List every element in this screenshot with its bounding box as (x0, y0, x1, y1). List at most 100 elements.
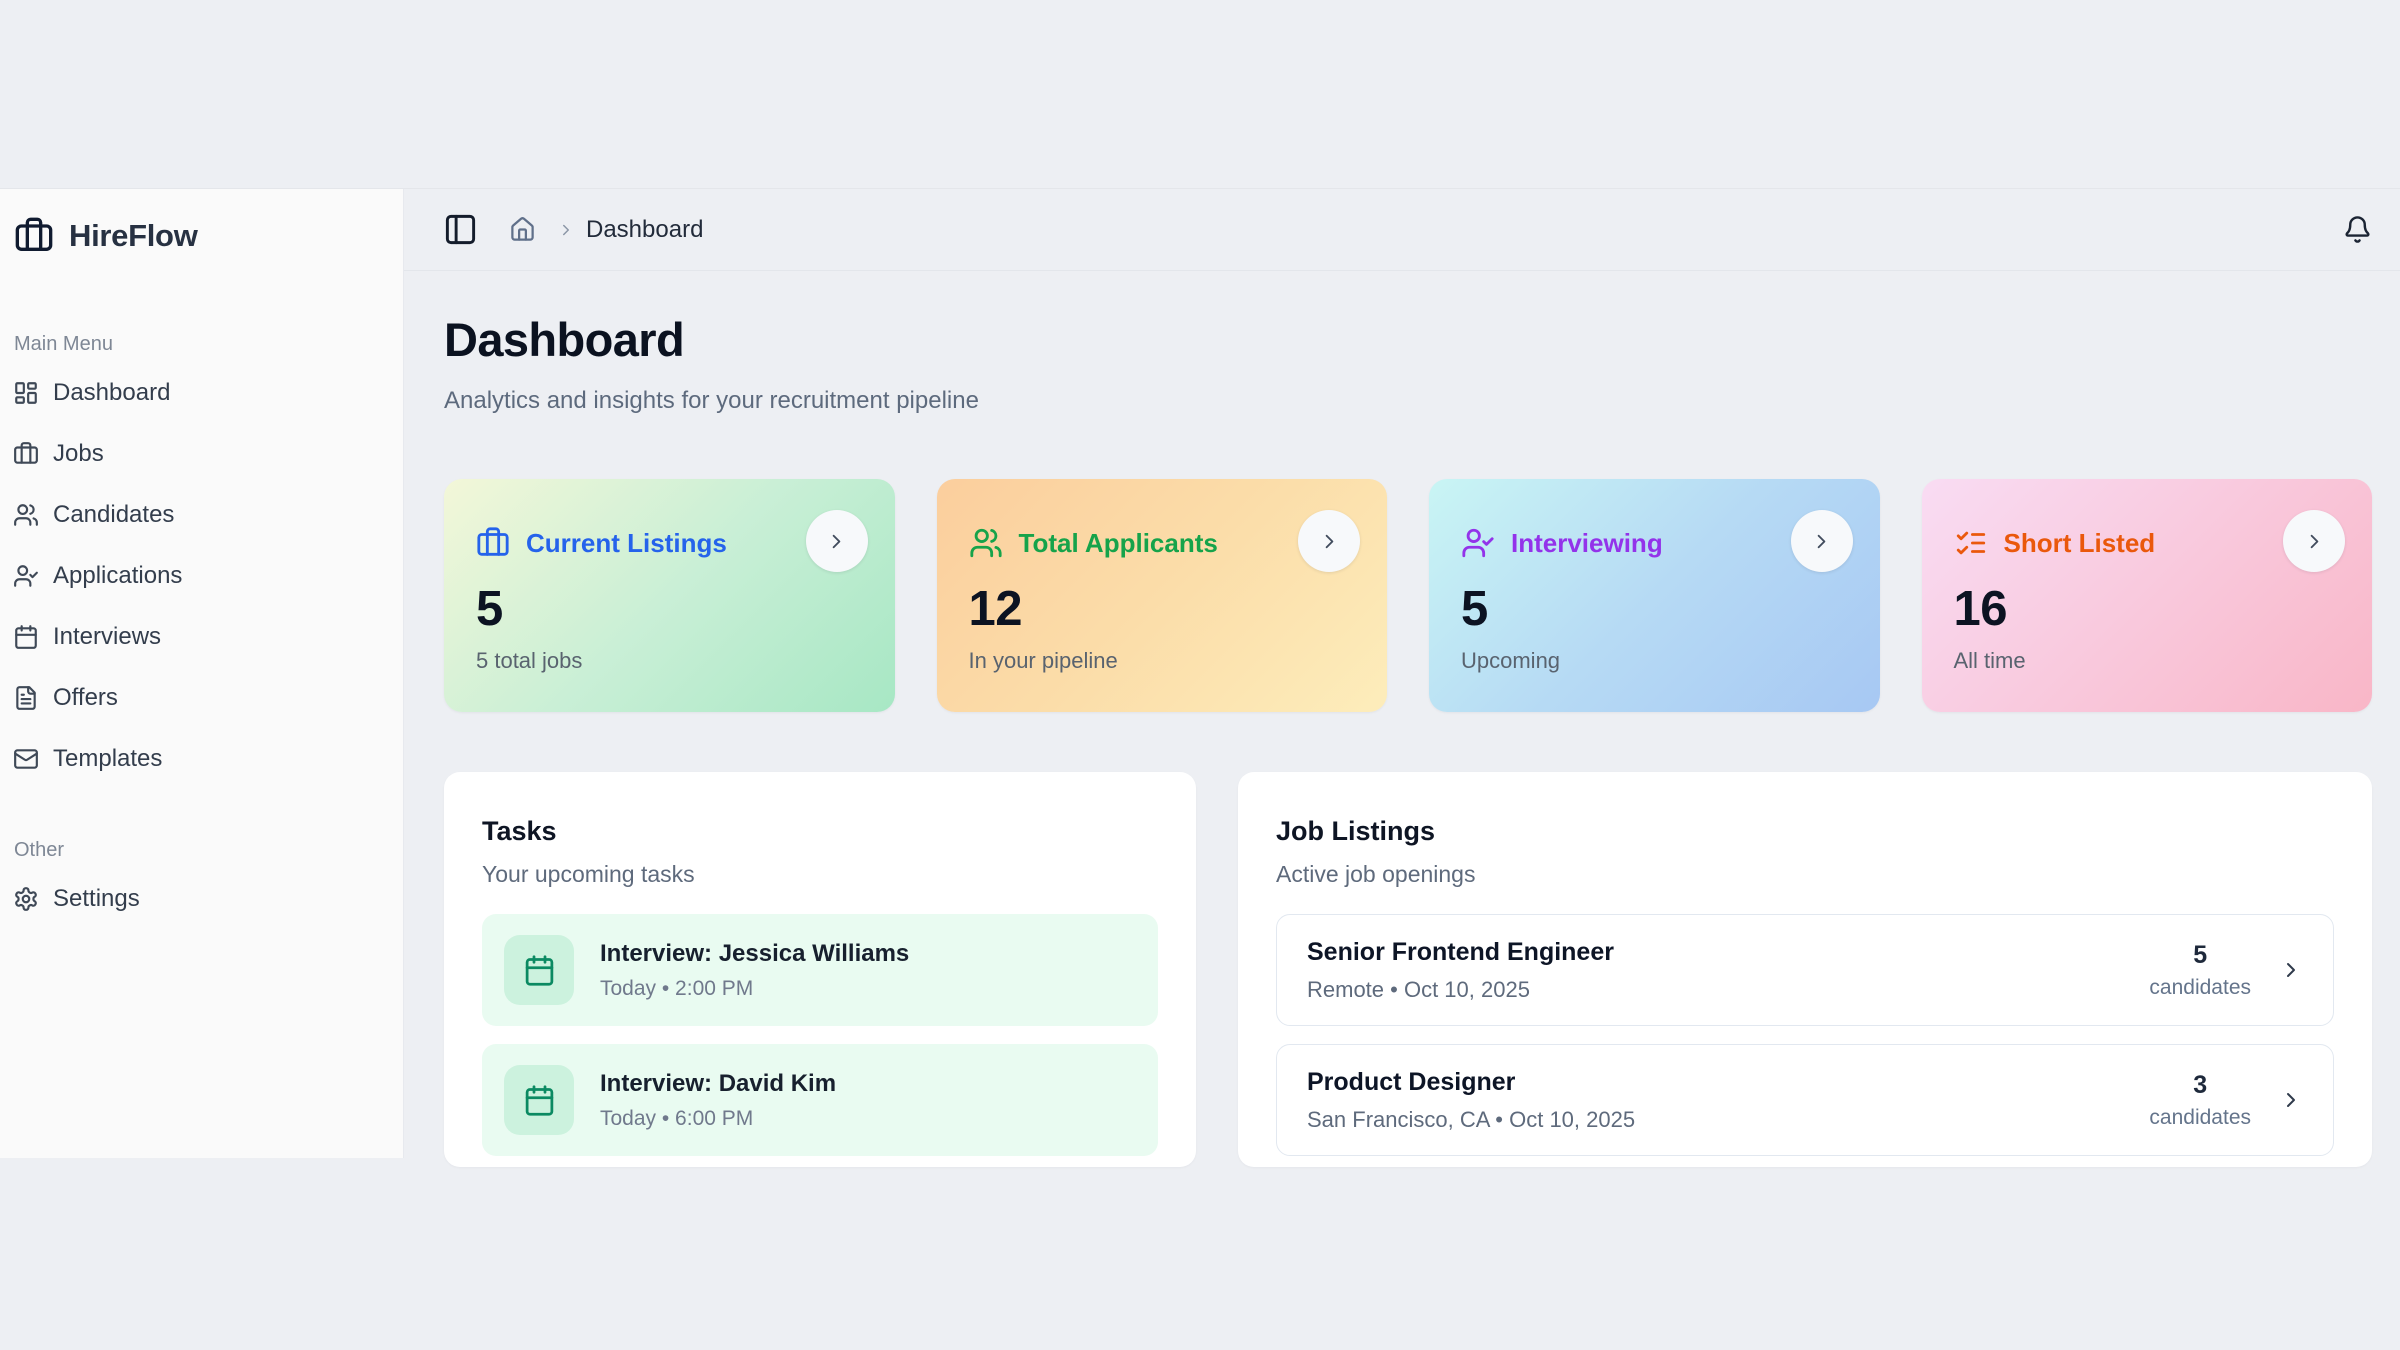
brand-name: HireFlow (69, 218, 198, 253)
job-candidates-count: 3 candidates (2149, 1071, 2251, 1130)
stats-row: Current Listings 5 5 total jobs Total Ap… (444, 479, 2372, 713)
job-count-value: 5 (2193, 940, 2208, 969)
chevron-right-icon (1318, 530, 1341, 553)
sidebar: HireFlow Main Menu Dashboard Jobs Candid… (0, 189, 404, 1158)
stat-card-total-applicants[interactable]: Total Applicants 12 In your pipeline (936, 479, 1387, 713)
job-row[interactable]: Product Designer San Francisco, CA • Oct… (1276, 1044, 2334, 1157)
sidebar-item-label: Applications (53, 561, 183, 589)
sidebar-item-label: Offers (53, 683, 118, 711)
sidebar-item-candidates[interactable]: Candidates (12, 490, 389, 539)
job-count-value: 3 (2193, 1070, 2208, 1099)
sidebar-section-other: Other (14, 839, 65, 861)
task-icon-tile (504, 1065, 574, 1136)
calendar-icon (523, 954, 556, 987)
stat-card-short-listed[interactable]: Short Listed 16 All time (1921, 479, 2372, 713)
sidebar-toggle-icon[interactable] (443, 212, 478, 247)
task-icon-tile (504, 935, 574, 1006)
stat-subtext: Upcoming (1461, 648, 1561, 674)
stat-subtext: 5 total jobs (476, 648, 583, 674)
page-background-top (0, 0, 2400, 188)
panels-row: Tasks Your upcoming tasks Interview: Jes… (444, 772, 2372, 1168)
sidebar-item-label: Dashboard (53, 378, 171, 406)
stat-label: Total Applicants (1018, 527, 1218, 558)
job-meta: Remote • Oct 10, 2025 (1307, 976, 1530, 1002)
list-checks-icon (1954, 526, 1988, 560)
file-text-icon (13, 685, 39, 711)
stat-value: 5 (1461, 582, 1488, 637)
sidebar-item-label: Candidates (53, 500, 175, 528)
sidebar-item-interviews[interactable]: Interviews (12, 612, 389, 661)
stat-card-arrow-button[interactable] (1790, 510, 1853, 573)
stat-card-current-listings[interactable]: Current Listings 5 5 total jobs (444, 479, 895, 713)
tasks-subtitle: Your upcoming tasks (482, 861, 695, 888)
job-listings-subtitle: Active job openings (1276, 861, 1476, 888)
stat-card-interviewing[interactable]: Interviewing 5 Upcoming (1429, 479, 1880, 713)
stat-card-arrow-button[interactable] (2283, 510, 2345, 573)
calendar-icon (523, 1084, 556, 1117)
job-listings-title: Job Listings (1276, 816, 1436, 847)
page-subtitle: Analytics and insights for your recruitm… (444, 387, 979, 415)
home-icon[interactable] (509, 216, 536, 243)
breadcrumb-current: Dashboard (586, 215, 704, 243)
briefcase-icon (476, 526, 510, 560)
sidebar-item-label: Templates (53, 744, 163, 772)
content-area: Dashboard Analytics and insights for you… (404, 271, 2400, 1168)
job-count-label: candidates (2149, 975, 2251, 999)
job-title: Product Designer (1307, 1067, 1516, 1096)
calendar-icon (13, 624, 39, 650)
user-check-icon (1461, 526, 1495, 560)
briefcase-icon (13, 441, 39, 467)
task-meta: Today • 6:00 PM (600, 1106, 754, 1130)
users-icon (13, 502, 39, 528)
chevron-right-icon (557, 221, 575, 239)
mail-icon (13, 746, 39, 772)
stat-label: Short Listed (2003, 527, 2156, 558)
sidebar-item-label: Settings (53, 884, 140, 912)
job-row[interactable]: Senior Frontend Engineer Remote • Oct 10… (1276, 914, 2334, 1027)
tasks-panel: Tasks Your upcoming tasks Interview: Jes… (444, 772, 1196, 1168)
job-meta: San Francisco, CA • Oct 10, 2025 (1307, 1106, 1636, 1132)
stat-card-arrow-button[interactable] (1298, 510, 1360, 573)
task-title: Interview: David Kim (600, 1069, 837, 1097)
stat-card-header: Short Listed (1954, 512, 2341, 574)
sidebar-item-label: Jobs (53, 439, 104, 467)
layout-dashboard-icon (13, 380, 39, 406)
sidebar-item-label: Interviews (53, 622, 162, 650)
sidebar-item-jobs[interactable]: Jobs (12, 429, 389, 478)
stat-card-arrow-button[interactable] (805, 510, 868, 573)
stat-value: 12 (968, 582, 1023, 637)
job-candidates-count: 5 candidates (2149, 941, 2251, 1000)
stat-value: 5 (476, 582, 503, 637)
stat-subtext: In your pipeline (968, 648, 1118, 674)
job-count-label: candidates (2149, 1105, 2251, 1129)
stat-card-header: Interviewing (1461, 512, 1848, 574)
task-item[interactable]: Interview: Jessica Williams Today • 2:00… (482, 914, 1158, 1027)
stat-card-header: Total Applicants (969, 512, 1356, 574)
main-area: Dashboard Dashboard Analytics and insigh… (404, 189, 2400, 1168)
job-title: Senior Frontend Engineer (1307, 937, 1614, 966)
app-window: HireFlow Main Menu Dashboard Jobs Candid… (0, 188, 2400, 1168)
chevron-right-icon[interactable] (2279, 958, 2303, 982)
sidebar-item-applications[interactable]: Applications (12, 551, 389, 600)
page-title: Dashboard (444, 313, 685, 366)
bell-icon[interactable] (2343, 215, 2372, 244)
chevron-right-icon (2303, 530, 2326, 553)
stat-card-header: Current Listings (476, 512, 863, 574)
sidebar-item-offers[interactable]: Offers (12, 673, 389, 722)
chevron-right-icon (825, 530, 848, 553)
stat-subtext: All time (1953, 648, 2026, 674)
sidebar-item-templates[interactable]: Templates (12, 734, 389, 783)
sidebar-section-main-menu: Main Menu (14, 333, 113, 355)
brand-logo[interactable]: HireFlow (12, 213, 389, 259)
chevron-right-icon[interactable] (2279, 1088, 2303, 1112)
sidebar-item-settings[interactable]: Settings (12, 874, 389, 923)
briefcase-logo-icon (14, 216, 54, 256)
tasks-title: Tasks (482, 816, 557, 847)
task-title: Interview: Jessica Williams (600, 939, 910, 967)
task-meta: Today • 2:00 PM (600, 976, 754, 1000)
sidebar-item-dashboard[interactable]: Dashboard (12, 368, 389, 417)
stat-value: 16 (1953, 582, 2008, 637)
users-icon (969, 526, 1003, 560)
task-item[interactable]: Interview: David Kim Today • 6:00 PM (482, 1044, 1158, 1157)
stat-label: Current Listings (526, 527, 727, 558)
